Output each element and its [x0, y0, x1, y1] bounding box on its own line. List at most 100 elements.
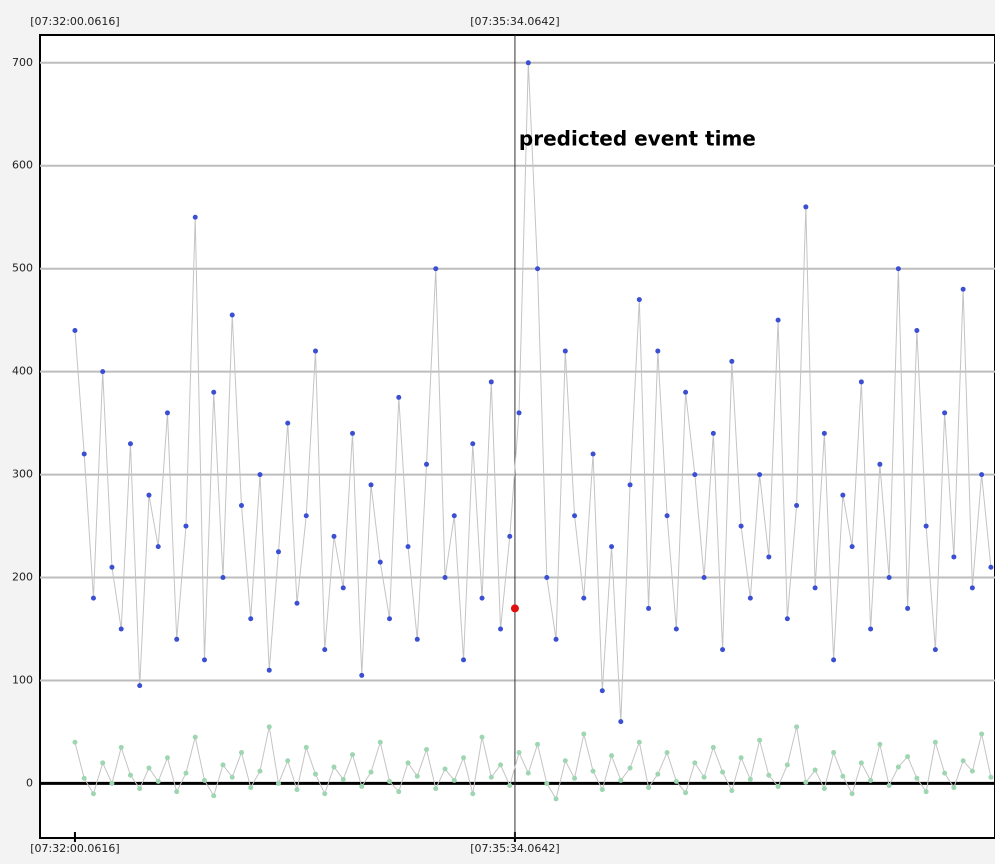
data-point	[451, 513, 457, 519]
data-point	[673, 626, 679, 632]
y-tick-label: 300	[12, 468, 33, 481]
data-point	[81, 775, 87, 781]
data-point	[738, 523, 744, 529]
data-point	[146, 765, 152, 771]
data-point	[599, 787, 605, 793]
data-point	[229, 312, 235, 318]
data-point	[886, 782, 892, 788]
data-point	[766, 554, 772, 560]
data-point	[479, 734, 485, 740]
data-point	[858, 760, 864, 766]
data-point	[886, 575, 892, 581]
data-point	[914, 775, 920, 781]
data-point	[81, 451, 87, 457]
data-point	[183, 770, 189, 776]
data-point	[118, 626, 124, 632]
data-point	[220, 762, 226, 768]
data-point	[294, 787, 300, 793]
data-point	[405, 544, 411, 550]
data-point	[692, 472, 698, 478]
data-point	[387, 616, 393, 622]
data-point	[118, 744, 124, 750]
data-point	[932, 739, 938, 745]
data-point	[590, 768, 596, 774]
data-point	[201, 657, 207, 663]
data-point	[192, 214, 198, 220]
data-point	[127, 772, 133, 778]
x-tick-label: [07:32:00.0616]	[30, 15, 119, 28]
data-point	[257, 768, 263, 774]
data-point	[238, 750, 244, 756]
data-point	[535, 741, 541, 747]
data-point	[609, 753, 615, 759]
data-point	[636, 297, 642, 303]
data-point	[313, 771, 319, 777]
data-point	[784, 616, 790, 622]
y-tick-label: 700	[12, 56, 33, 69]
data-point	[488, 379, 494, 385]
data-point	[923, 523, 929, 529]
data-point	[738, 755, 744, 761]
y-tick-label: 200	[12, 571, 33, 584]
data-point	[914, 327, 920, 333]
data-point	[535, 266, 541, 272]
data-point	[544, 780, 550, 786]
data-point	[470, 441, 476, 447]
data-point	[137, 683, 143, 689]
data-point	[109, 780, 115, 786]
data-point	[747, 595, 753, 601]
data-point	[266, 724, 272, 730]
y-tick-label: 600	[12, 159, 33, 172]
data-point	[618, 719, 624, 725]
data-point	[720, 647, 726, 653]
data-point	[646, 785, 652, 791]
data-point	[90, 791, 96, 797]
data-point	[387, 778, 393, 784]
data-point	[766, 772, 772, 778]
data-point	[479, 595, 485, 601]
data-point	[525, 60, 531, 66]
data-point	[923, 789, 929, 795]
data-point	[368, 482, 374, 488]
data-point	[238, 502, 244, 508]
data-point	[988, 564, 994, 570]
data-point	[960, 758, 966, 764]
data-point	[747, 776, 753, 782]
data-point	[821, 430, 827, 436]
data-point	[581, 731, 587, 737]
data-point	[849, 544, 855, 550]
data-point	[414, 773, 420, 779]
data-point	[553, 636, 559, 642]
data-point	[220, 575, 226, 581]
data-point	[525, 770, 531, 776]
data-point	[340, 585, 346, 591]
data-point	[100, 369, 106, 375]
data-point	[72, 739, 78, 745]
data-point	[470, 791, 476, 797]
data-point	[303, 744, 309, 750]
y-tick-label: 0	[26, 776, 33, 789]
data-point	[331, 764, 337, 770]
data-point	[192, 734, 198, 740]
data-point	[812, 767, 818, 773]
data-point	[942, 410, 948, 416]
data-point	[775, 317, 781, 323]
data-point	[609, 544, 615, 550]
data-point	[275, 780, 281, 786]
series-line	[74, 726, 992, 801]
data-point	[368, 769, 374, 775]
data-point	[285, 758, 291, 764]
data-point	[701, 575, 707, 581]
data-point	[294, 600, 300, 606]
data-point	[784, 762, 790, 768]
data-point	[488, 774, 494, 780]
data-point	[340, 776, 346, 782]
x-tick-label: [07:35:34.0642]	[470, 842, 559, 855]
data-point	[895, 266, 901, 272]
data-point	[275, 549, 281, 555]
data-point	[877, 461, 883, 467]
data-point	[516, 750, 522, 756]
data-point	[858, 379, 864, 385]
data-point	[155, 544, 161, 550]
data-point	[683, 389, 689, 395]
